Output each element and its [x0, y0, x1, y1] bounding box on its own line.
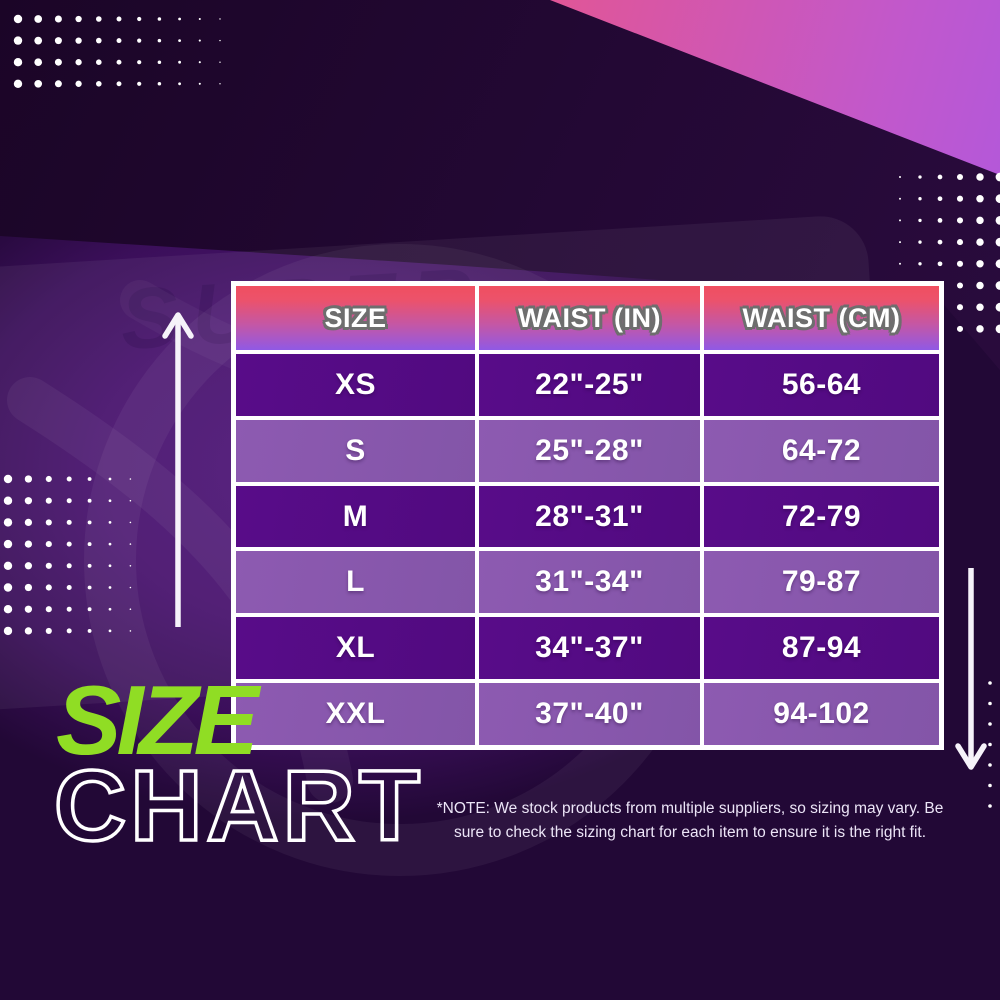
svg-text:CHART: CHART	[54, 750, 424, 862]
table-cell: XL	[236, 617, 475, 680]
table-row: M 28"-31" 72-79	[236, 485, 939, 548]
table-row: S 25"-28" 64-72	[236, 419, 939, 482]
table-row: L 31"-34" 79-87	[236, 551, 939, 614]
page-title-chart: CHART	[50, 748, 470, 863]
table-cell: 64-72	[704, 419, 939, 482]
table-cell: 94-102	[704, 683, 939, 745]
table-cell: 31"-34"	[479, 551, 700, 614]
size-chart-table: SIZE WAIST (IN) WAIST (CM) XS 22"-25" 56-6…	[231, 281, 944, 750]
table-cell: 28"-31"	[479, 485, 700, 548]
note-text: *NOTE: We stock products from multiple s…	[436, 800, 944, 842]
table-cell: 56-64	[704, 354, 939, 416]
table-cell: 25"-28"	[479, 419, 700, 482]
table-cell: S	[236, 419, 475, 482]
table-header-row: SIZE WAIST (IN) WAIST (CM)	[236, 286, 939, 350]
down-arrow-icon	[953, 560, 989, 778]
table-row: XL 34"-37" 87-94	[236, 617, 939, 680]
column-header-waist-in: WAIST (IN)	[479, 286, 700, 350]
table-cell: XS	[236, 354, 475, 416]
table-cell: 87-94	[704, 617, 939, 680]
table-cell: 72-79	[704, 485, 939, 548]
table-cell: 34"-37"	[479, 617, 700, 680]
table-cell: L	[236, 551, 475, 614]
table-row: XXL 37"-40" 94-102	[236, 683, 939, 745]
column-header-waist-cm: WAIST (CM)	[704, 286, 939, 350]
table-row: XS 22"-25" 56-64	[236, 354, 939, 416]
table-cell: 22"-25"	[479, 354, 700, 416]
table-cell: M	[236, 485, 475, 548]
table-body: XS 22"-25" 56-64 S 25"-28" 64-72 M 28"-31" 72-79…	[236, 354, 939, 745]
up-arrow-icon	[160, 305, 196, 635]
column-header-size: SIZE	[236, 286, 475, 350]
table-cell: 79-87	[704, 551, 939, 614]
table-cell: XXL	[236, 683, 475, 745]
table-cell: 37"-40"	[479, 683, 700, 745]
